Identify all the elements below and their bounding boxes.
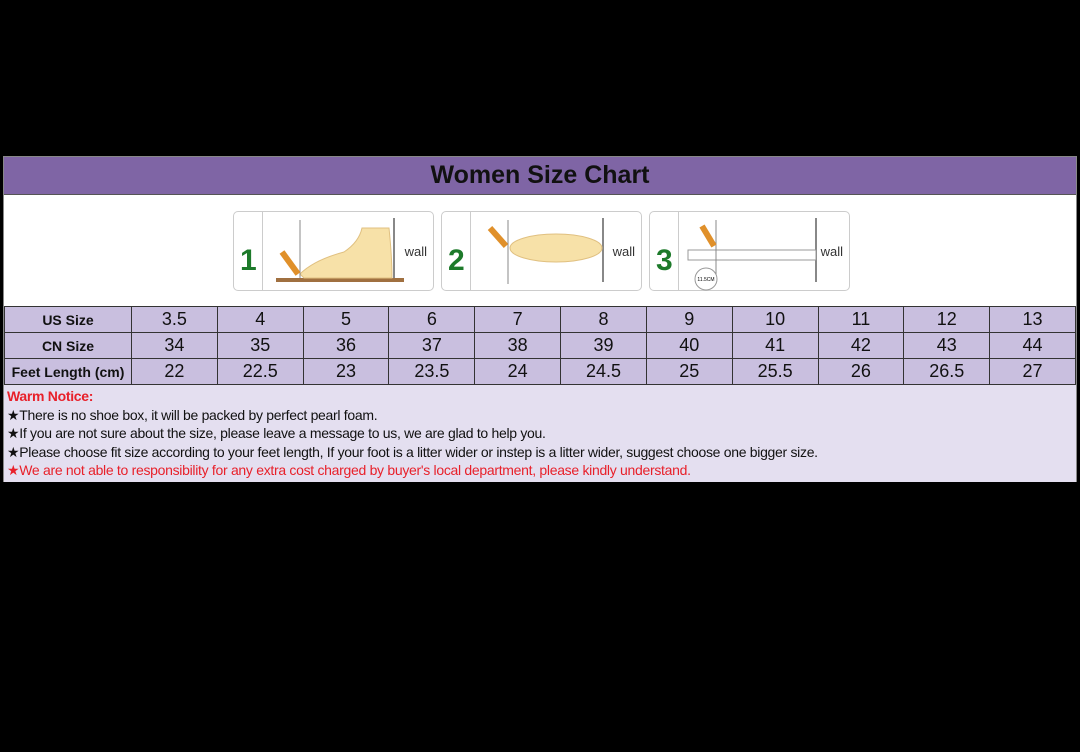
table-cell: 23.5: [388, 358, 476, 385]
table-cell: 36: [302, 332, 390, 359]
table-cell: 8: [560, 306, 647, 333]
table-row: Feet Length (cm) 22 22.5 23 23.5 24 24.5 25 25.5…: [4, 358, 1076, 385]
table-cell: 22: [131, 358, 218, 385]
table-cell: 34: [131, 332, 218, 359]
wall-label: wall: [820, 244, 843, 259]
size-chart: Women Size Chart 1 wall 2 wall: [3, 156, 1077, 482]
table-cell: 40: [645, 332, 733, 359]
table-cell: 5: [302, 306, 390, 333]
table-cell: 41: [731, 332, 819, 359]
star-icon: ★: [7, 462, 20, 478]
wall-label: wall: [404, 244, 427, 259]
step-number: 1: [240, 244, 257, 277]
table-cell: 42: [817, 332, 905, 359]
step-1-panel: 1 wall: [233, 211, 434, 291]
table-cell: 37: [388, 332, 476, 359]
notice-item: ★There is no shoe box, it will be packed…: [7, 406, 378, 423]
table-cell: 44: [989, 332, 1076, 359]
table-row: CN Size 34 35 36 37 38 39 40 41 42 43 44: [4, 332, 1076, 359]
table-cell: 25: [645, 358, 733, 385]
chart-title: Women Size Chart: [4, 157, 1076, 195]
step-2-panel: 2 wall: [441, 211, 642, 291]
step-3-panel: 3 11.5CM wall: [649, 211, 850, 291]
notice-item-warning: ★We are not able to responsibility for a…: [7, 462, 691, 478]
table-cell: 9: [645, 306, 733, 333]
warm-notice: Warm Notice: ★There is no shoe box, it w…: [4, 385, 1076, 482]
table-cell: 25.5: [731, 358, 819, 385]
table-cell: 22.5: [216, 358, 304, 385]
wall-label: wall: [612, 244, 635, 259]
table-row: US Size 3.5 4 5 6 7 8 9 10 11 12 13: [4, 306, 1076, 333]
table-cell: 23: [302, 358, 390, 385]
table-cell: 24.5: [560, 358, 647, 385]
row-label: CN Size: [4, 332, 132, 359]
table-cell: 7: [474, 306, 562, 333]
notice-item: ★If you are not sure about the size, ple…: [7, 425, 546, 441]
table-cell: 10: [731, 306, 819, 333]
step-number: 2: [448, 244, 465, 277]
foot-top-icon: [487, 218, 604, 284]
table-cell: 11: [817, 306, 905, 333]
measure-label: 11.5CM: [697, 277, 714, 283]
table-cell: 12: [903, 306, 991, 333]
table-cell: 39: [560, 332, 647, 359]
table-cell: 38: [474, 332, 562, 359]
row-label: US Size: [4, 306, 132, 333]
step-number: 3: [656, 244, 673, 277]
table-cell: 26: [817, 358, 905, 385]
size-table: US Size 3.5 4 5 6 7 8 9 10 11 12 13 CN Size 34 35 36 37 3…: [4, 306, 1076, 385]
notice-item: ★Please choose fit size according to you…: [7, 443, 818, 460]
row-label: Feet Length (cm): [4, 358, 132, 385]
star-icon: ★: [7, 425, 20, 441]
table-cell: 3.5: [131, 306, 218, 333]
table-cell: 24: [474, 358, 562, 385]
table-cell: 26.5: [903, 358, 991, 385]
measurement-illustration: 1 wall 2 wall 3: [4, 195, 1076, 306]
foot-side-icon: [276, 218, 404, 282]
table-cell: 6: [388, 306, 476, 333]
notice-heading: Warm Notice:: [7, 388, 94, 404]
table-cell: 13: [989, 306, 1076, 333]
table-cell: 27: [989, 358, 1076, 385]
table-cell: 43: [903, 332, 991, 359]
star-icon: ★: [7, 406, 20, 423]
ruler-icon: 11.5CM: [687, 218, 817, 291]
table-cell: 4: [216, 306, 304, 333]
table-cell: 35: [216, 332, 304, 359]
star-icon: ★: [7, 443, 20, 460]
